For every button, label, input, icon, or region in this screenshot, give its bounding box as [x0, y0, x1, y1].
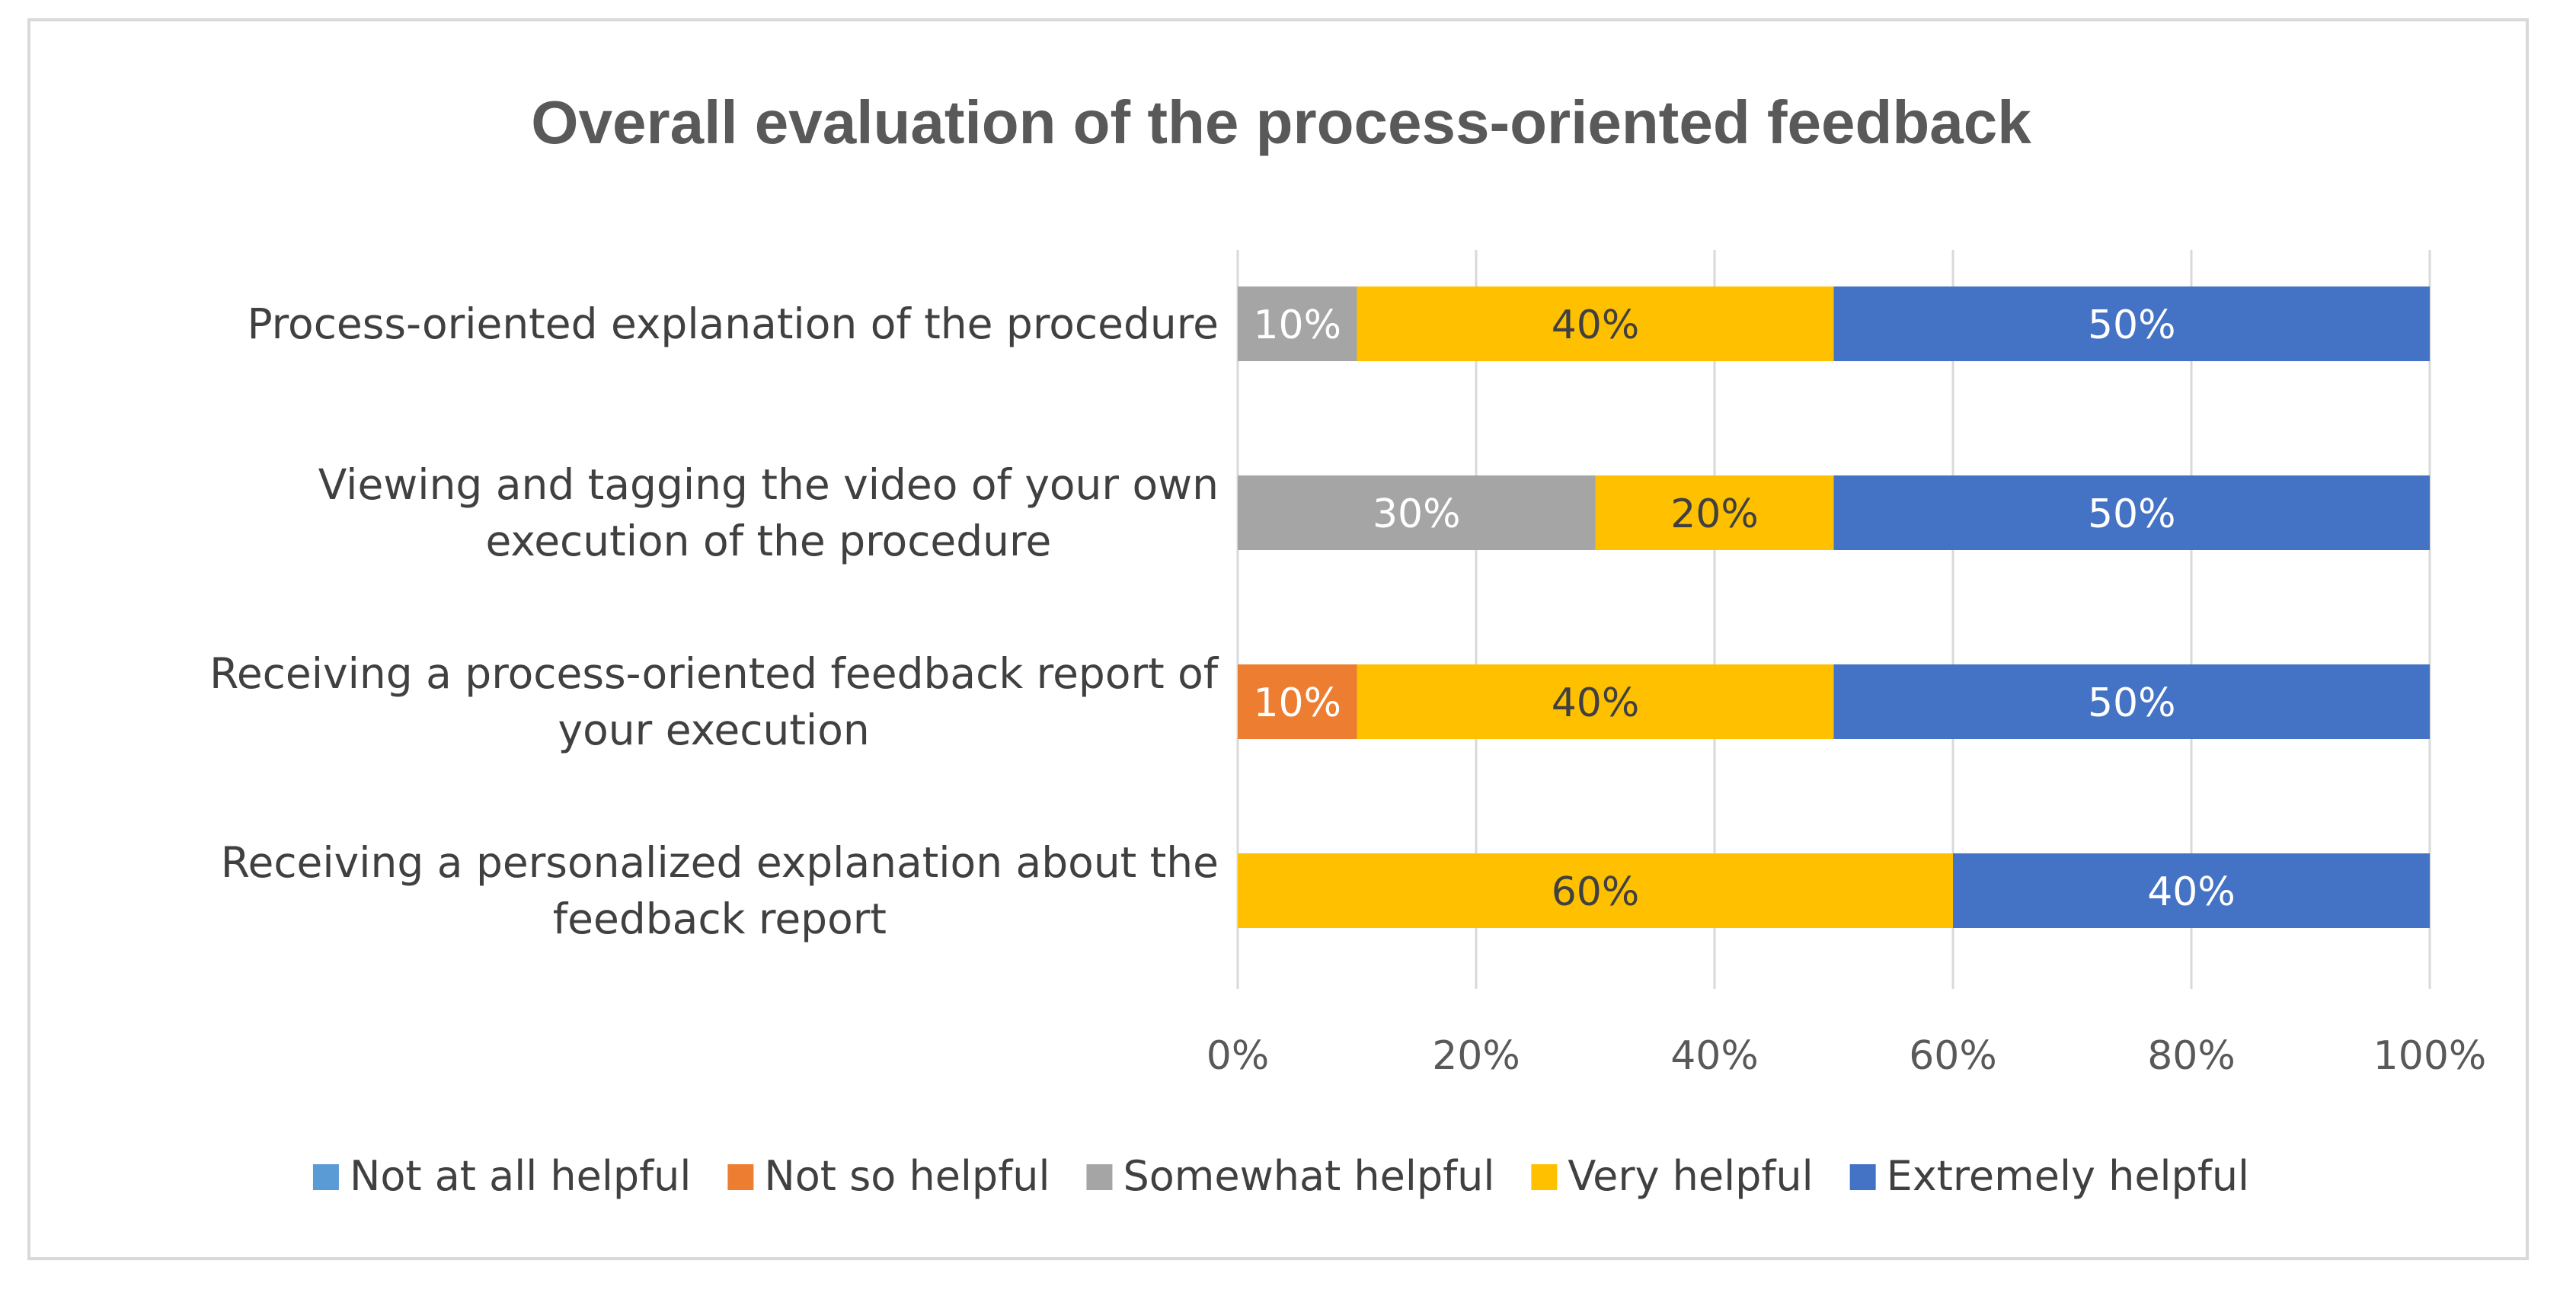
bar-segment	[1953, 853, 2430, 928]
bar-segment	[1833, 286, 2430, 361]
chart-frame: Overall evaluation of the process-orient…	[27, 18, 2529, 1260]
bar-segment	[1357, 286, 1834, 361]
bar-segment	[1238, 475, 1596, 550]
bar-segment	[1238, 664, 1357, 739]
chart-title: Overall evaluation of the process-orient…	[531, 88, 2031, 156]
data-label: 20%	[1670, 491, 1759, 537]
bar-segment	[1595, 475, 1834, 550]
legend-item: Not at all helpful	[312, 1152, 691, 1200]
bar-segment	[1833, 664, 2430, 739]
bar-segment	[1357, 664, 1834, 739]
legend: Not at all helpful Not so helpful Somewhat…	[312, 1152, 2249, 1200]
legend-swatch	[1849, 1164, 1876, 1190]
category-label: Process-oriented explanation of the proc…	[247, 299, 1219, 348]
legend-swatch	[727, 1164, 754, 1190]
legend-label: Extremely helpful	[1887, 1152, 2249, 1200]
data-label: 50%	[2088, 491, 2176, 537]
bar-segment	[1238, 286, 1357, 361]
x-tick-label: 80%	[2147, 1033, 2236, 1079]
category-label: Receiving a process-oriented feedback re…	[209, 649, 1219, 754]
x-tick-label: 100%	[2373, 1033, 2487, 1079]
legend-label: Very helpful	[1568, 1152, 1813, 1200]
data-label: 60%	[1552, 869, 1640, 915]
legend-item: Extremely helpful	[1849, 1152, 2249, 1200]
legend-swatch	[312, 1164, 339, 1190]
data-label: 10%	[1253, 680, 1341, 726]
legend-label: Not at all helpful	[350, 1152, 691, 1200]
legend-item: Somewhat helpful	[1086, 1152, 1494, 1200]
legend-swatch	[1531, 1164, 1558, 1190]
legend-label: Somewhat helpful	[1123, 1152, 1494, 1200]
legend-item: Not so helpful	[727, 1152, 1050, 1200]
bars: 10% 40% 50% 30% 20% 50% 10% 40% 50% 60% 40%	[1238, 286, 2430, 928]
x-axis-ticks: 0% 20% 40% 60% 80% 100%	[1207, 1033, 2487, 1079]
x-tick-label: 60%	[1909, 1033, 1997, 1079]
legend-swatch	[1086, 1164, 1113, 1190]
data-label: 10%	[1253, 302, 1341, 348]
data-label: 40%	[1552, 680, 1640, 726]
legend-item: Very helpful	[1531, 1152, 1814, 1200]
x-tick-label: 40%	[1670, 1033, 1759, 1079]
data-label: 30%	[1373, 491, 1461, 537]
x-tick-label: 0%	[1207, 1033, 1270, 1079]
category-label: Viewing and tagging the video of your ow…	[318, 460, 1219, 565]
data-label: 50%	[2088, 680, 2176, 726]
category-labels: Process-oriented explanation of the proc…	[209, 299, 1219, 943]
x-tick-label: 20%	[1432, 1033, 1520, 1079]
data-label: 40%	[2147, 869, 2236, 915]
legend-label: Not so helpful	[764, 1152, 1050, 1200]
bar-segment	[1238, 853, 1953, 928]
category-label: Receiving a personalized explanation abo…	[221, 838, 1219, 943]
bar-segment	[1833, 475, 2430, 550]
chart: Overall evaluation of the process-orient…	[209, 88, 2487, 1200]
data-label: 50%	[2088, 302, 2176, 348]
data-label: 40%	[1552, 302, 1640, 348]
